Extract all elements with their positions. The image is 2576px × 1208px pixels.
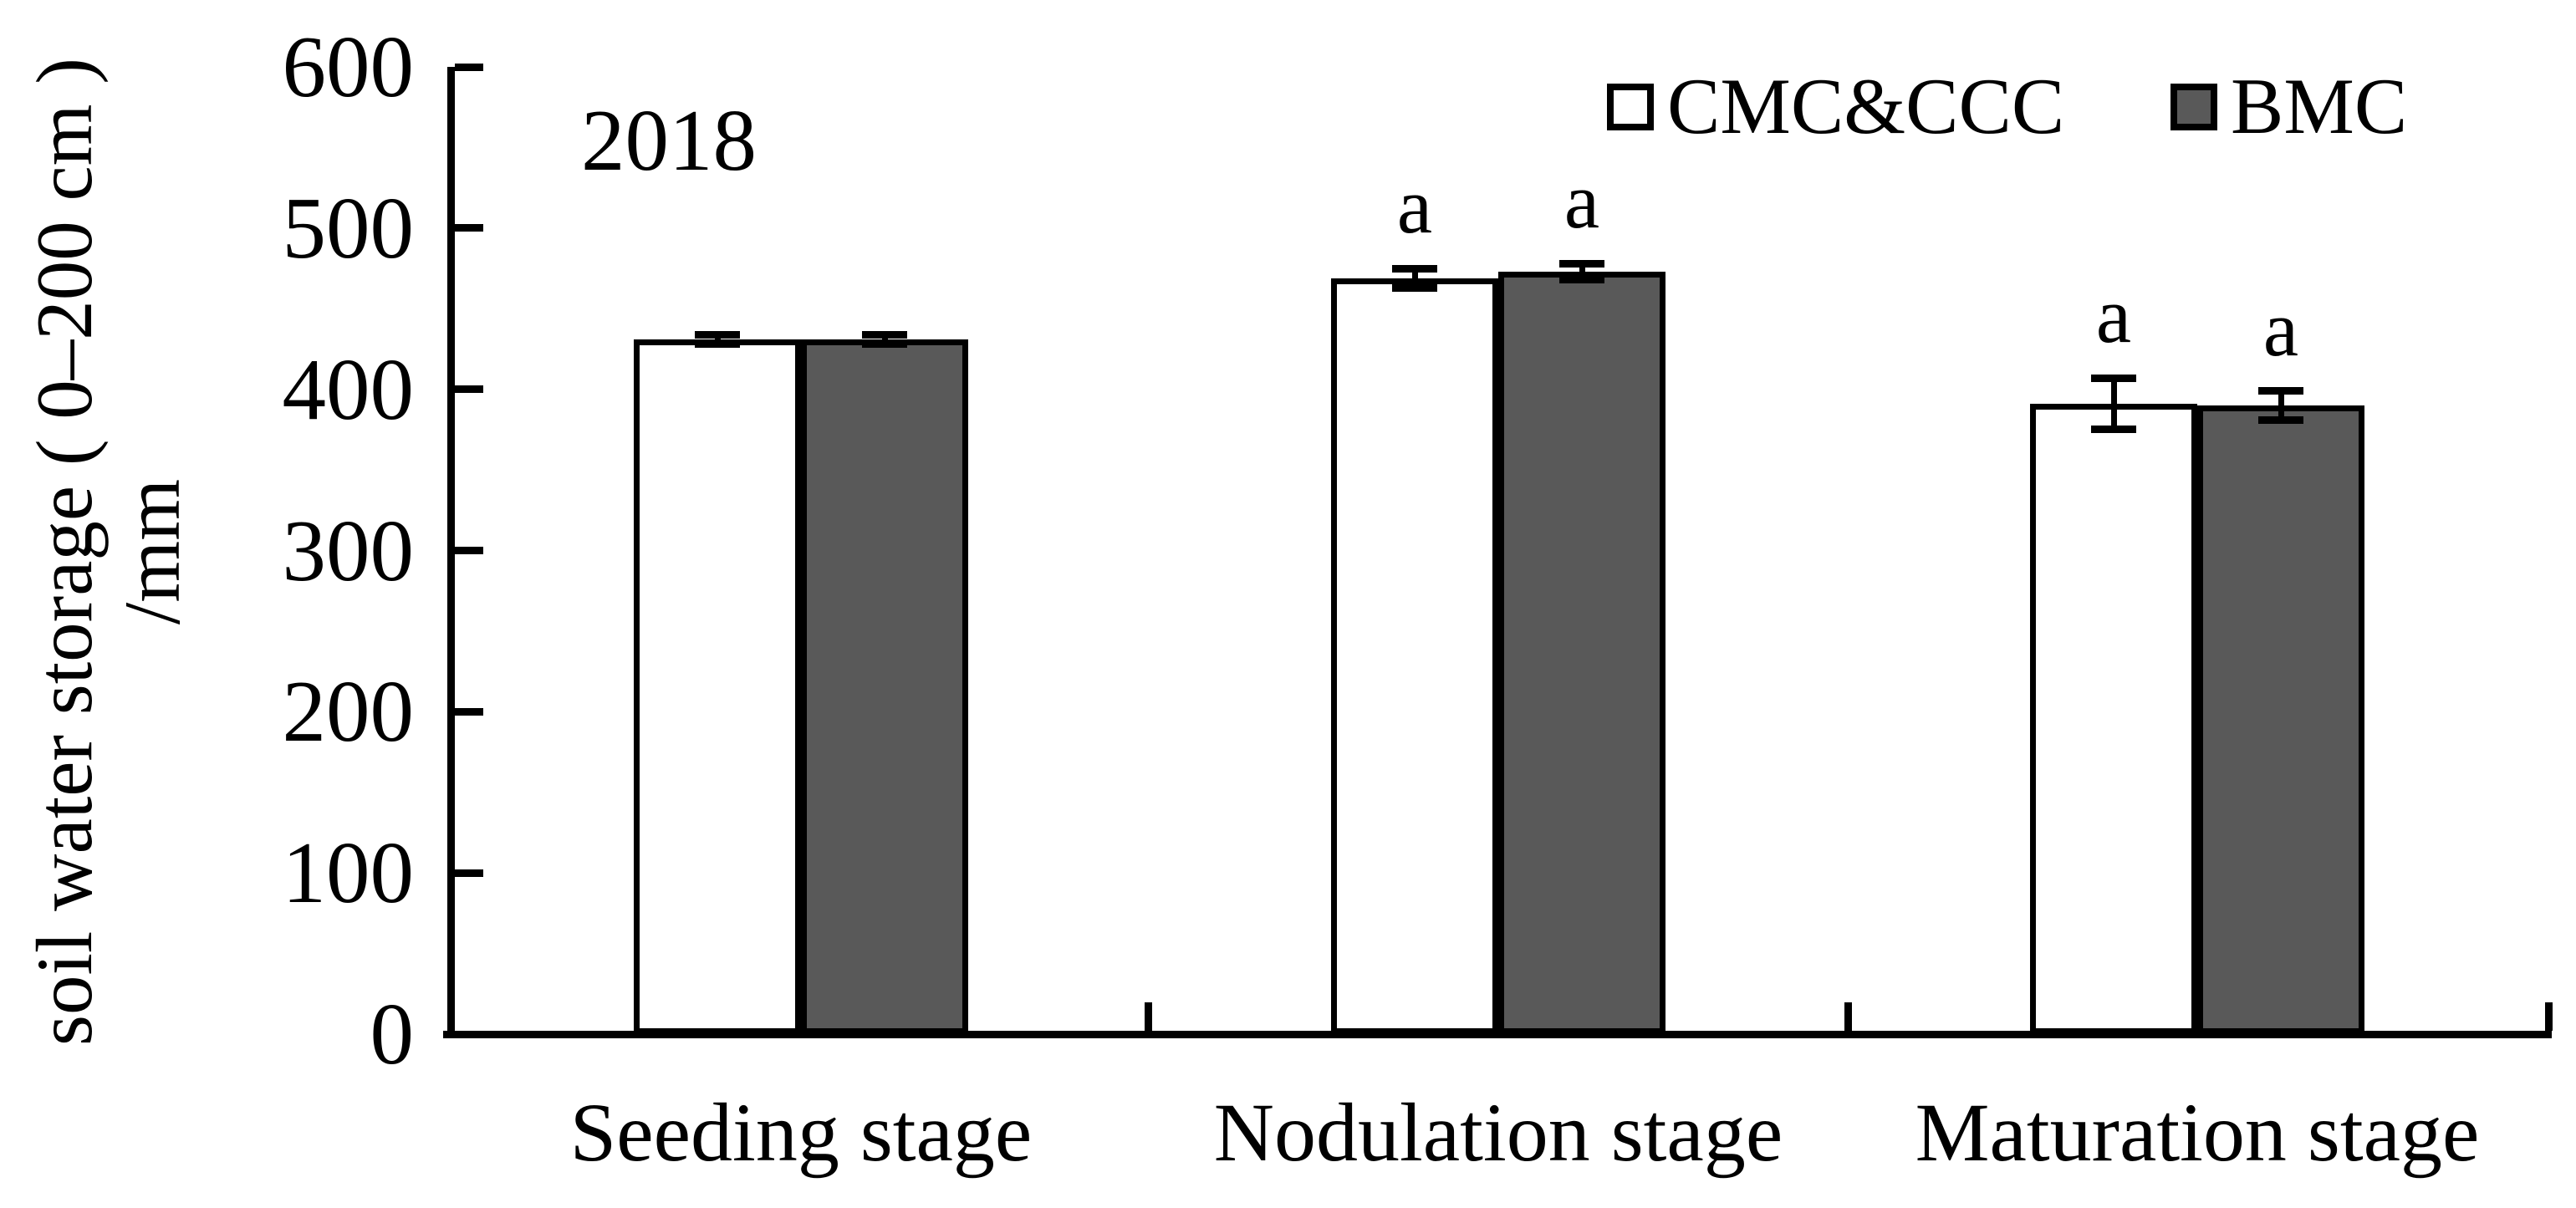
bar-series0-cat1 bbox=[1331, 278, 1498, 1034]
y-tick-label-400: 400 bbox=[282, 339, 415, 438]
error-bar-line-s1-c0 bbox=[881, 334, 888, 344]
error-bar-cap-bottom-s0-c1 bbox=[1392, 283, 1437, 292]
error-bar-cap-top-s0-c2 bbox=[2091, 374, 2136, 382]
legend-label-cmc-ccc: CMC&CCC bbox=[1667, 62, 2065, 150]
error-bar-cap-top-s1-c0 bbox=[862, 330, 907, 339]
error-bar-line-s1-c1 bbox=[1579, 263, 1585, 280]
error-bar-line-s0-c0 bbox=[714, 334, 721, 344]
x-separator-tick-1 bbox=[1844, 1002, 1852, 1031]
x-separator-tick-0 bbox=[1144, 1002, 1152, 1031]
legend-label-bmc: BMC bbox=[2231, 62, 2408, 150]
y-tick-200 bbox=[455, 707, 483, 716]
y-tick-100 bbox=[455, 869, 483, 877]
y-tick-label-300: 300 bbox=[282, 501, 415, 599]
x-axis-line bbox=[443, 1031, 2552, 1038]
error-bar-cap-bottom-s1-c0 bbox=[862, 340, 907, 349]
error-bar-cap-bottom-s1-c2 bbox=[2258, 415, 2303, 424]
y-tick-label-600: 600 bbox=[282, 18, 415, 115]
bar-series0-cat2 bbox=[2030, 404, 2197, 1034]
y-tick-label-200: 200 bbox=[282, 662, 415, 761]
error-bar-cap-top-s1-c1 bbox=[1559, 259, 1604, 268]
bar-series1-cat0 bbox=[801, 339, 968, 1034]
error-bar-cap-top-s0-c1 bbox=[1392, 264, 1437, 273]
error-bar-cap-bottom-s0-c0 bbox=[695, 340, 740, 349]
significance-letter-s1-c1: a bbox=[1563, 156, 1600, 246]
error-bar-line-s0-c2 bbox=[2110, 378, 2117, 430]
y-tick-600 bbox=[455, 63, 483, 71]
year-label: 2018 bbox=[581, 91, 757, 189]
x-category-label-1: Nodulation stage bbox=[1213, 1086, 1783, 1179]
y-tick-label-0: 0 bbox=[370, 985, 415, 1083]
legend-item-cmc-ccc: CMC&CCC bbox=[1607, 67, 2064, 146]
error-bar-cap-top-s0-c0 bbox=[695, 330, 740, 339]
y-tick-400 bbox=[455, 385, 483, 394]
x-separator-tick-2 bbox=[2544, 1002, 2553, 1031]
error-bar-cap-bottom-s0-c2 bbox=[2091, 426, 2136, 434]
bar-series0-cat0 bbox=[634, 339, 801, 1034]
error-bar-line-s1-c2 bbox=[2278, 390, 2284, 421]
legend-swatch-bmc bbox=[2170, 83, 2217, 130]
y-axis-line bbox=[447, 67, 455, 1037]
bar-series1-cat1 bbox=[1498, 271, 1665, 1034]
legend-item-bmc: BMC bbox=[2170, 67, 2407, 146]
significance-letter-s0-c2: a bbox=[2095, 271, 2132, 360]
y-tick-300 bbox=[455, 547, 483, 554]
legend-swatch-cmc-ccc bbox=[1607, 83, 1654, 130]
error-bar-cap-bottom-s1-c1 bbox=[1559, 276, 1604, 284]
significance-letter-s0-c1: a bbox=[1396, 161, 1433, 251]
bar-series1-cat2 bbox=[2197, 405, 2364, 1034]
x-category-label-0: Seeding stage bbox=[569, 1086, 1033, 1179]
error-bar-cap-top-s1-c2 bbox=[2258, 387, 2303, 395]
y-tick-label-500: 500 bbox=[282, 178, 415, 277]
y-tick-500 bbox=[455, 224, 483, 232]
error-bar-line-s0-c1 bbox=[1411, 268, 1418, 288]
significance-letter-s1-c2: a bbox=[2262, 283, 2299, 373]
y-tick-label-100: 100 bbox=[282, 823, 415, 922]
x-category-label-2: Maturation stage bbox=[1915, 1086, 2480, 1179]
